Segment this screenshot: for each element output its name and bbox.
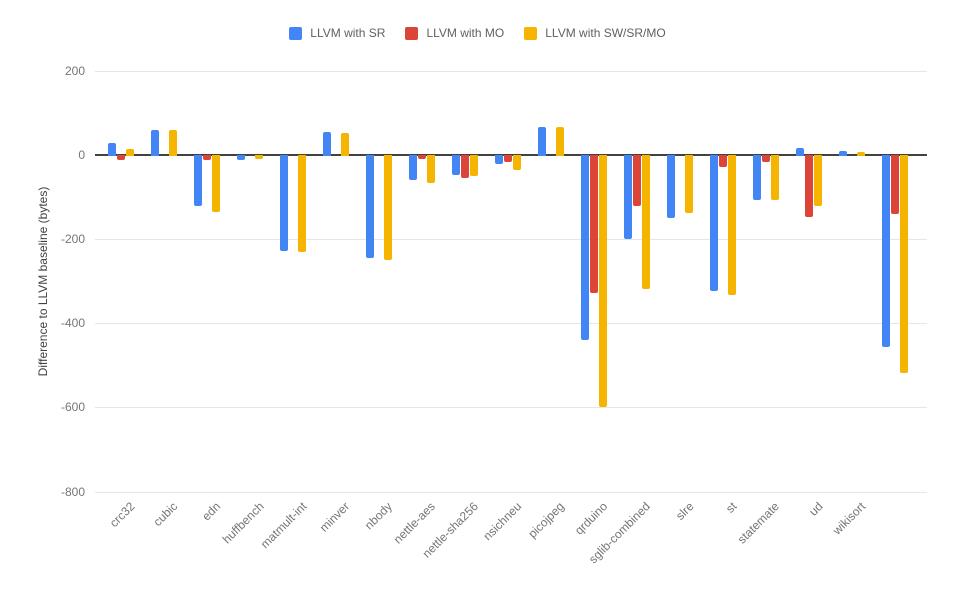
plot-area	[95, 70, 927, 493]
gridline--800	[95, 491, 927, 493]
x-tick-label-edn: edn	[199, 499, 224, 524]
bar-cubic-llvm-with-sr[interactable]	[150, 129, 159, 157]
bar-nbody-llvm-with-sw-sr-mo[interactable]	[384, 155, 393, 261]
bar-picojpeg-llvm-with-sw-sr-mo[interactable]	[556, 126, 565, 157]
bar-sglib-combined-llvm-with-sw-sr-mo[interactable]	[642, 155, 651, 290]
legend-item-llvm-mo: LLVM with MO	[405, 26, 504, 40]
bar-matmult-int-llvm-with-sw-sr-mo[interactable]	[298, 155, 307, 253]
bar-nsichneu-llvm-with-sw-sr-mo[interactable]	[513, 155, 522, 171]
bar-minver-llvm-with-sw-sr-mo[interactable]	[341, 132, 350, 157]
gridline--400	[95, 323, 927, 325]
bar-group19-llvm-with-sr[interactable]	[881, 155, 890, 347]
bar-ud-llvm-with-sr[interactable]	[795, 147, 804, 157]
x-tick-label-cubic: cubic	[150, 499, 181, 530]
y-tick-label-0: 0	[78, 147, 85, 162]
y-tick-label--800: -800	[60, 484, 85, 499]
x-tick-label-st: st	[722, 499, 740, 516]
bar-st-llvm-with-sr[interactable]	[709, 155, 718, 291]
bar-st-llvm-with-mo[interactable]	[718, 155, 728, 167]
x-tick-label-nbody: nbody	[362, 499, 396, 533]
bar-crc32-llvm-with-sr[interactable]	[107, 143, 116, 157]
bar-statemate-llvm-with-mo[interactable]	[761, 155, 771, 162]
y-tick-label--400: -400	[60, 316, 85, 331]
bar-picojpeg-llvm-with-sr[interactable]	[537, 126, 546, 157]
x-tick-label-wikisort: wikisort	[829, 499, 869, 538]
bar-nettle-sha256-llvm-with-sw-sr-mo[interactable]	[470, 155, 479, 176]
bar-nettle-aes-llvm-with-sw-sr-mo[interactable]	[427, 155, 436, 183]
bar-huffbench-llvm-with-sr[interactable]	[236, 155, 245, 160]
bar-edn-llvm-with-sr[interactable]	[193, 155, 202, 207]
bar-statemate-llvm-with-sw-sr-mo[interactable]	[771, 155, 780, 201]
legend-label-swsrmo: LLVM with SW/SR/MO	[545, 26, 666, 40]
bar-ud-llvm-with-mo[interactable]	[804, 155, 814, 217]
gridline--200	[95, 238, 927, 240]
bar-cubic-llvm-with-sw-sr-mo[interactable]	[169, 129, 178, 157]
bar-qrduino-llvm-with-sr[interactable]	[580, 155, 589, 340]
bar-nsichneu-llvm-with-mo[interactable]	[503, 155, 513, 162]
gridline--600	[95, 407, 927, 409]
bar-qrduino-llvm-with-sw-sr-mo[interactable]	[599, 155, 608, 407]
bar-huffbench-llvm-with-sw-sr-mo[interactable]	[255, 155, 264, 159]
legend-swatch-mo-icon	[405, 26, 419, 40]
bar-matmult-int-llvm-with-sr[interactable]	[279, 155, 288, 251]
bar-crc32-llvm-with-sw-sr-mo[interactable]	[126, 149, 135, 157]
bar-wikisort-llvm-with-sr[interactable]	[838, 150, 847, 157]
bar-sglib-combined-llvm-with-mo[interactable]	[632, 155, 642, 207]
legend-label-sr: LLVM with SR	[310, 26, 386, 40]
bar-edn-llvm-with-sw-sr-mo[interactable]	[212, 155, 221, 212]
x-tick-label-qrduino: qrduino	[571, 499, 611, 538]
bar-group19-llvm-with-mo[interactable]	[890, 155, 900, 215]
gridline-200	[95, 70, 927, 72]
y-tick-label--200: -200	[60, 231, 85, 246]
bar-slre-llvm-with-sr[interactable]	[666, 155, 675, 219]
bar-nettle-aes-llvm-with-mo[interactable]	[417, 155, 427, 159]
bar-nettle-aes-llvm-with-sr[interactable]	[408, 155, 417, 181]
legend-item-llvm-sw-sr-mo: LLVM with SW/SR/MO	[524, 26, 666, 40]
legend-item-llvm-sr: LLVM with SR	[289, 26, 385, 40]
y-axis-title: Difference to LLVM baseline (bytes)	[36, 186, 50, 377]
bar-nbody-llvm-with-sr[interactable]	[365, 155, 374, 259]
bar-ud-llvm-with-sw-sr-mo[interactable]	[814, 155, 823, 206]
x-tick-label-minver: minver	[316, 499, 353, 535]
bar-crc32-llvm-with-mo[interactable]	[116, 155, 126, 160]
bar-edn-llvm-with-mo[interactable]	[202, 155, 212, 160]
y-tick-label-200: 200	[64, 63, 85, 78]
bar-nsichneu-llvm-with-sr[interactable]	[494, 155, 503, 165]
bar-minver-llvm-with-sr[interactable]	[322, 132, 331, 157]
bar-slre-llvm-with-sw-sr-mo[interactable]	[685, 155, 694, 213]
bar-nettle-sha256-llvm-with-sr[interactable]	[451, 155, 460, 175]
x-tick-label-statemate: statemate	[735, 499, 783, 547]
bar-wikisort-llvm-with-sw-sr-mo[interactable]	[857, 152, 866, 157]
bar-st-llvm-with-sw-sr-mo[interactable]	[728, 155, 737, 295]
bar-statemate-llvm-with-sr[interactable]	[752, 155, 761, 201]
legend-label-mo: LLVM with MO	[426, 26, 505, 40]
x-tick-label-slre: slre	[672, 499, 697, 523]
bar-group19-llvm-with-sw-sr-mo[interactable]	[900, 155, 909, 374]
y-tick-label--600: -600	[60, 400, 85, 415]
legend-swatch-sr-icon	[289, 26, 303, 40]
legend: LLVM with SR LLVM with MO LLVM with SW/S…	[0, 25, 955, 41]
bar-nettle-sha256-llvm-with-mo[interactable]	[460, 155, 470, 179]
x-tick-label-ud: ud	[805, 499, 826, 519]
bar-qrduino-llvm-with-mo[interactable]	[589, 155, 599, 294]
bar-sglib-combined-llvm-with-sr[interactable]	[623, 155, 632, 239]
x-tick-label-crc32: crc32	[106, 499, 138, 530]
x-tick-label-nsichneu: nsichneu	[480, 499, 525, 544]
x-tick-label-picojpeg: picojpeg	[525, 499, 568, 541]
legend-swatch-swsrmo-icon	[524, 26, 538, 40]
